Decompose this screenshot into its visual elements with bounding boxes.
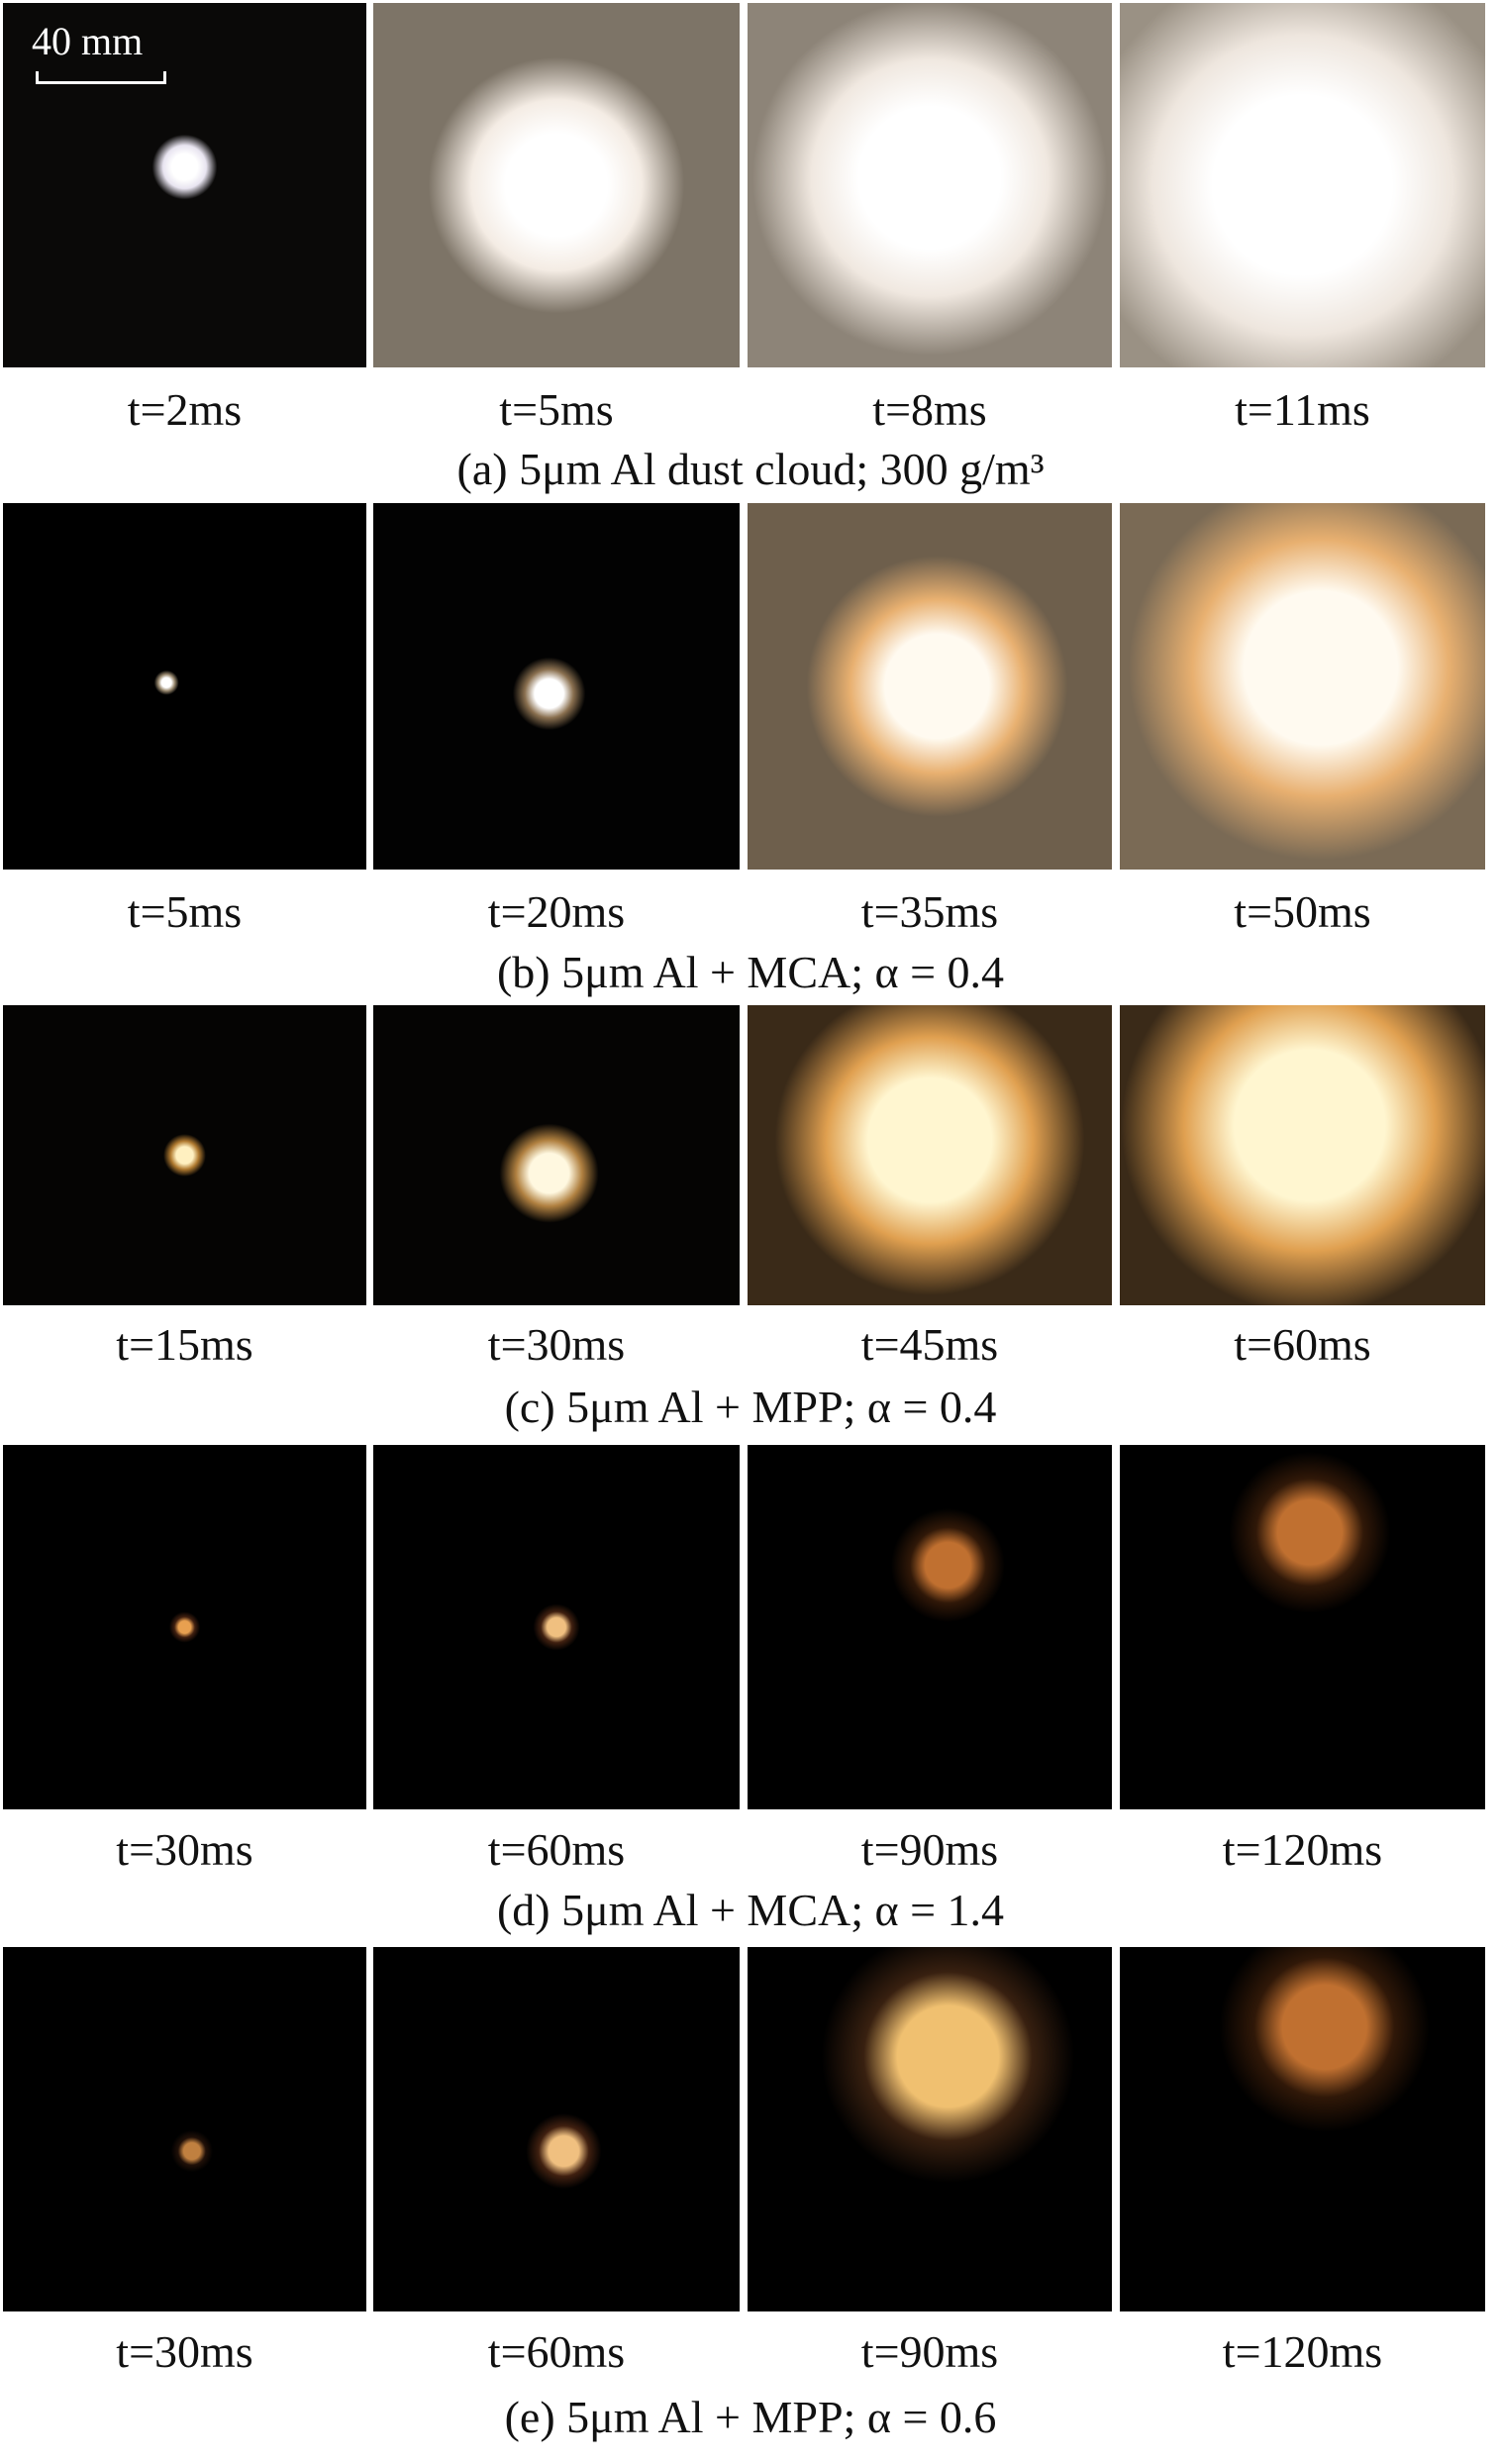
time-label: t=5ms [499,384,614,435]
caption: (b) 5μm Al + MCA; α = 0.4 [496,947,1005,997]
caption: (a) 5μm Al dust cloud; 300 g/m³ [456,444,1045,494]
photo [748,1947,1112,2311]
time-label: t=30ms [116,1824,253,1875]
time-label: t=5ms [127,886,243,937]
time-label: t=30ms [487,1319,626,1370]
photo [1120,503,1485,870]
scale-bar [36,71,166,84]
time-label: t=60ms [1234,1319,1371,1370]
time-label: t=35ms [860,886,999,937]
time-label: t=50ms [1234,886,1371,937]
photo [373,3,740,367]
time-label: t=90ms [860,2326,999,2377]
photo [748,503,1112,870]
photo [373,1445,740,1809]
time-label: t=120ms [1222,2326,1383,2377]
caption: (c) 5μm Al + MPP; α = 0.4 [504,1382,997,1432]
photo [748,1005,1112,1305]
photo [1120,3,1485,367]
photo [1120,1445,1485,1809]
photo [748,1445,1112,1809]
caption: (d) 5μm Al + MCA; α = 1.4 [496,1885,1005,1935]
photo [373,1005,740,1305]
time-label: t=90ms [860,1824,999,1875]
scale-label: 40 mm [32,19,144,63]
photo [3,1005,366,1305]
photo [373,503,740,870]
time-label: t=60ms [487,1824,626,1875]
time-label: t=60ms [487,2326,626,2377]
photo [3,1445,366,1809]
time-label: t=2ms [127,384,243,435]
time-label: t=30ms [116,2326,253,2377]
time-label: t=20ms [487,886,626,937]
photo [1120,1947,1485,2311]
photo [1120,1005,1485,1305]
photo [3,503,366,870]
time-label: t=8ms [872,384,987,435]
photo [3,3,366,367]
photo [3,1947,366,2311]
time-label: t=120ms [1222,1824,1383,1875]
photo [373,1947,740,2311]
time-label: t=45ms [860,1319,999,1370]
photo [748,3,1112,367]
time-label: t=15ms [116,1319,253,1370]
caption: (e) 5μm Al + MPP; α = 0.6 [504,2392,997,2442]
time-label: t=11ms [1235,384,1370,435]
